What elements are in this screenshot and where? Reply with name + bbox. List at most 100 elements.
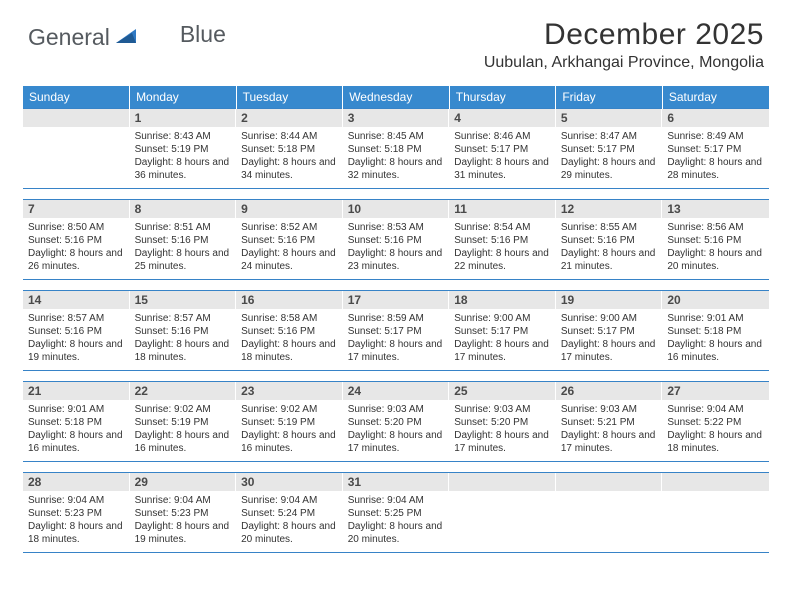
day-number: 28	[23, 473, 130, 491]
day-cell: 4Sunrise: 8:46 AMSunset: 5:17 PMDaylight…	[449, 109, 556, 189]
day-cell: 3Sunrise: 8:45 AMSunset: 5:18 PMDaylight…	[343, 109, 450, 189]
title-block: December 2025 Uubulan, Arkhangai Provinc…	[484, 18, 764, 72]
day-details: Sunrise: 9:04 AMSunset: 5:23 PMDaylight:…	[23, 491, 130, 546]
logo: General Blue	[28, 18, 226, 51]
day-number-empty	[449, 473, 556, 491]
day-cell: 18Sunrise: 9:00 AMSunset: 5:17 PMDayligh…	[449, 291, 556, 371]
day-details: Sunrise: 8:43 AMSunset: 5:19 PMDaylight:…	[130, 127, 237, 182]
spacer-row	[23, 462, 769, 473]
day-number: 15	[130, 291, 237, 309]
day-number: 2	[236, 109, 343, 127]
day-number: 1	[130, 109, 237, 127]
day-number: 19	[556, 291, 663, 309]
weekday-header: Wednesday	[343, 86, 450, 109]
day-number: 25	[449, 382, 556, 400]
logo-text-general: General	[28, 24, 110, 51]
day-details: Sunrise: 8:55 AMSunset: 5:16 PMDaylight:…	[556, 218, 663, 273]
day-number: 29	[130, 473, 237, 491]
day-details: Sunrise: 8:47 AMSunset: 5:17 PMDaylight:…	[556, 127, 663, 182]
day-details: Sunrise: 8:57 AMSunset: 5:16 PMDaylight:…	[23, 309, 130, 364]
day-cell	[556, 473, 663, 553]
day-details: Sunrise: 9:04 AMSunset: 5:23 PMDaylight:…	[130, 491, 237, 546]
day-number: 24	[343, 382, 450, 400]
day-cell	[449, 473, 556, 553]
day-cell: 7Sunrise: 8:50 AMSunset: 5:16 PMDaylight…	[23, 200, 130, 280]
day-cell	[662, 473, 769, 553]
day-cell: 6Sunrise: 8:49 AMSunset: 5:17 PMDaylight…	[662, 109, 769, 189]
day-details: Sunrise: 8:49 AMSunset: 5:17 PMDaylight:…	[662, 127, 769, 182]
day-number: 27	[662, 382, 769, 400]
day-cell: 11Sunrise: 8:54 AMSunset: 5:16 PMDayligh…	[449, 200, 556, 280]
week-row: 1Sunrise: 8:43 AMSunset: 5:19 PMDaylight…	[23, 109, 769, 189]
week-row: 28Sunrise: 9:04 AMSunset: 5:23 PMDayligh…	[23, 473, 769, 553]
day-details: Sunrise: 8:50 AMSunset: 5:16 PMDaylight:…	[23, 218, 130, 273]
day-cell: 17Sunrise: 8:59 AMSunset: 5:17 PMDayligh…	[343, 291, 450, 371]
day-number: 22	[130, 382, 237, 400]
day-number: 31	[343, 473, 450, 491]
day-cell: 22Sunrise: 9:02 AMSunset: 5:19 PMDayligh…	[130, 382, 237, 462]
day-cell: 26Sunrise: 9:03 AMSunset: 5:21 PMDayligh…	[556, 382, 663, 462]
day-cell: 19Sunrise: 9:00 AMSunset: 5:17 PMDayligh…	[556, 291, 663, 371]
day-number: 20	[662, 291, 769, 309]
week-row: 7Sunrise: 8:50 AMSunset: 5:16 PMDaylight…	[23, 200, 769, 280]
day-cell: 14Sunrise: 8:57 AMSunset: 5:16 PMDayligh…	[23, 291, 130, 371]
day-details: Sunrise: 8:56 AMSunset: 5:16 PMDaylight:…	[662, 218, 769, 273]
weekday-header: Monday	[130, 86, 237, 109]
day-cell: 12Sunrise: 8:55 AMSunset: 5:16 PMDayligh…	[556, 200, 663, 280]
day-details: Sunrise: 9:03 AMSunset: 5:20 PMDaylight:…	[343, 400, 450, 455]
day-cell: 24Sunrise: 9:03 AMSunset: 5:20 PMDayligh…	[343, 382, 450, 462]
day-details: Sunrise: 9:00 AMSunset: 5:17 PMDaylight:…	[556, 309, 663, 364]
day-cell: 21Sunrise: 9:01 AMSunset: 5:18 PMDayligh…	[23, 382, 130, 462]
location-subtitle: Uubulan, Arkhangai Province, Mongolia	[484, 54, 764, 72]
day-details: Sunrise: 9:00 AMSunset: 5:17 PMDaylight:…	[449, 309, 556, 364]
day-details: Sunrise: 9:04 AMSunset: 5:25 PMDaylight:…	[343, 491, 450, 546]
day-details: Sunrise: 8:46 AMSunset: 5:17 PMDaylight:…	[449, 127, 556, 182]
day-cell: 1Sunrise: 8:43 AMSunset: 5:19 PMDaylight…	[130, 109, 237, 189]
calendar-table: Sunday Monday Tuesday Wednesday Thursday…	[23, 86, 769, 553]
day-number-empty	[556, 473, 663, 491]
day-details: Sunrise: 8:53 AMSunset: 5:16 PMDaylight:…	[343, 218, 450, 273]
day-cell: 31Sunrise: 9:04 AMSunset: 5:25 PMDayligh…	[343, 473, 450, 553]
day-number: 4	[449, 109, 556, 127]
day-details: Sunrise: 8:54 AMSunset: 5:16 PMDaylight:…	[449, 218, 556, 273]
day-number: 26	[556, 382, 663, 400]
day-number-empty	[23, 109, 130, 127]
day-number: 8	[130, 200, 237, 218]
day-cell: 20Sunrise: 9:01 AMSunset: 5:18 PMDayligh…	[662, 291, 769, 371]
weekday-header: Tuesday	[236, 86, 343, 109]
weekday-header: Friday	[556, 86, 663, 109]
day-details: Sunrise: 8:58 AMSunset: 5:16 PMDaylight:…	[236, 309, 343, 364]
day-number: 3	[343, 109, 450, 127]
weekday-header-row: Sunday Monday Tuesday Wednesday Thursday…	[23, 86, 769, 109]
day-number: 21	[23, 382, 130, 400]
day-cell: 8Sunrise: 8:51 AMSunset: 5:16 PMDaylight…	[130, 200, 237, 280]
spacer-row	[23, 189, 769, 200]
spacer-row	[23, 371, 769, 382]
day-cell: 23Sunrise: 9:02 AMSunset: 5:19 PMDayligh…	[236, 382, 343, 462]
day-number: 12	[556, 200, 663, 218]
day-details: Sunrise: 8:51 AMSunset: 5:16 PMDaylight:…	[130, 218, 237, 273]
day-number: 11	[449, 200, 556, 218]
day-cell: 28Sunrise: 9:04 AMSunset: 5:23 PMDayligh…	[23, 473, 130, 553]
day-details: Sunrise: 9:04 AMSunset: 5:22 PMDaylight:…	[662, 400, 769, 455]
weekday-header: Sunday	[23, 86, 130, 109]
day-cell: 25Sunrise: 9:03 AMSunset: 5:20 PMDayligh…	[449, 382, 556, 462]
spacer-row	[23, 280, 769, 291]
day-number: 23	[236, 382, 343, 400]
day-cell: 2Sunrise: 8:44 AMSunset: 5:18 PMDaylight…	[236, 109, 343, 189]
day-details: Sunrise: 9:04 AMSunset: 5:24 PMDaylight:…	[236, 491, 343, 546]
day-details: Sunrise: 8:52 AMSunset: 5:16 PMDaylight:…	[236, 218, 343, 273]
day-number: 7	[23, 200, 130, 218]
day-details: Sunrise: 8:44 AMSunset: 5:18 PMDaylight:…	[236, 127, 343, 182]
logo-text-blue: Blue	[180, 21, 226, 48]
page-title: December 2025	[484, 18, 764, 52]
day-cell: 5Sunrise: 8:47 AMSunset: 5:17 PMDaylight…	[556, 109, 663, 189]
day-number: 14	[23, 291, 130, 309]
day-number: 16	[236, 291, 343, 309]
triangle-icon	[116, 24, 138, 51]
day-cell	[23, 109, 130, 189]
day-number-empty	[662, 473, 769, 491]
weekday-header: Thursday	[449, 86, 556, 109]
day-details: Sunrise: 8:57 AMSunset: 5:16 PMDaylight:…	[130, 309, 237, 364]
day-details: Sunrise: 9:02 AMSunset: 5:19 PMDaylight:…	[236, 400, 343, 455]
